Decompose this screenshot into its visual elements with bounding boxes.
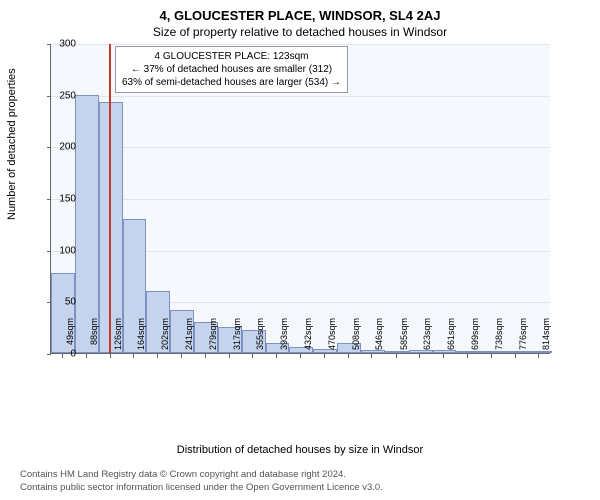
- gridline: [51, 44, 550, 45]
- xtick-mark: [396, 354, 397, 358]
- ytick-label: 300: [46, 39, 76, 50]
- xtick-mark: [62, 354, 63, 358]
- xtick-label: 470sqm: [327, 318, 337, 358]
- gridline: [51, 147, 550, 148]
- xtick-mark: [324, 354, 325, 358]
- gridline: [51, 199, 550, 200]
- xtick-label: 776sqm: [518, 318, 528, 358]
- xtick-mark: [443, 354, 444, 358]
- footer-credits: Contains HM Land Registry data © Crown c…: [20, 469, 383, 494]
- ytick-label: 100: [46, 245, 76, 256]
- xtick-mark: [86, 354, 87, 358]
- xtick-mark: [300, 354, 301, 358]
- ytick-label: 250: [46, 90, 76, 101]
- y-axis-label: Number of detached properties: [6, 68, 18, 220]
- ytick-label: 200: [46, 142, 76, 153]
- xtick-label: 241sqm: [184, 318, 194, 358]
- xtick-label: 88sqm: [89, 318, 99, 358]
- xtick-label: 355sqm: [255, 318, 265, 358]
- xtick-mark: [205, 354, 206, 358]
- xtick-label: 49sqm: [65, 318, 75, 358]
- xtick-mark: [229, 354, 230, 358]
- marker-line: [109, 44, 111, 353]
- xtick-label: 393sqm: [279, 318, 289, 358]
- xtick-label: 317sqm: [232, 318, 242, 358]
- annotation-line: 63% of semi-detached houses are larger (…: [122, 76, 341, 89]
- annotation-line: 4 GLOUCESTER PLACE: 123sqm: [122, 50, 341, 63]
- page-subtitle: Size of property relative to detached ho…: [0, 23, 600, 39]
- page-title: 4, GLOUCESTER PLACE, WINDSOR, SL4 2AJ: [0, 0, 600, 23]
- xtick-label: 699sqm: [470, 318, 480, 358]
- xtick-label: 126sqm: [113, 318, 123, 358]
- xtick-mark: [348, 354, 349, 358]
- gridline: [51, 96, 550, 97]
- xtick-mark: [538, 354, 539, 358]
- xtick-mark: [467, 354, 468, 358]
- histogram-bar: [75, 95, 99, 353]
- xtick-mark: [515, 354, 516, 358]
- annotation-line: ← 37% of detached houses are smaller (31…: [122, 63, 341, 76]
- xtick-label: 585sqm: [399, 318, 409, 358]
- xtick-label: 546sqm: [374, 318, 384, 358]
- ytick-label: 50: [46, 297, 76, 308]
- footer-line: Contains HM Land Registry data © Crown c…: [20, 469, 383, 481]
- xtick-mark: [110, 354, 111, 358]
- chart-container: 4, GLOUCESTER PLACE, WINDSOR, SL4 2AJ Si…: [0, 0, 600, 500]
- xtick-label: 623sqm: [422, 318, 432, 358]
- footer-line: Contains public sector information licen…: [20, 482, 383, 494]
- plot-region: 4 GLOUCESTER PLACE: 123sqm ← 37% of deta…: [50, 44, 550, 354]
- xtick-label: 661sqm: [446, 318, 456, 358]
- xtick-mark: [133, 354, 134, 358]
- xtick-label: 279sqm: [208, 318, 218, 358]
- ytick-label: 150: [46, 194, 76, 205]
- xtick-mark: [181, 354, 182, 358]
- xtick-mark: [157, 354, 158, 358]
- xtick-mark: [419, 354, 420, 358]
- x-axis-label: Distribution of detached houses by size …: [0, 444, 600, 456]
- xtick-label: 164sqm: [136, 318, 146, 358]
- xtick-label: 814sqm: [541, 318, 551, 358]
- chart-area: 4 GLOUCESTER PLACE: 123sqm ← 37% of deta…: [50, 44, 580, 404]
- xtick-mark: [276, 354, 277, 358]
- xtick-mark: [371, 354, 372, 358]
- xtick-label: 738sqm: [494, 318, 504, 358]
- xtick-mark: [252, 354, 253, 358]
- xtick-label: 202sqm: [160, 318, 170, 358]
- xtick-mark: [491, 354, 492, 358]
- xtick-label: 432sqm: [303, 318, 313, 358]
- annotation-box: 4 GLOUCESTER PLACE: 123sqm ← 37% of deta…: [115, 46, 348, 93]
- xtick-label: 508sqm: [351, 318, 361, 358]
